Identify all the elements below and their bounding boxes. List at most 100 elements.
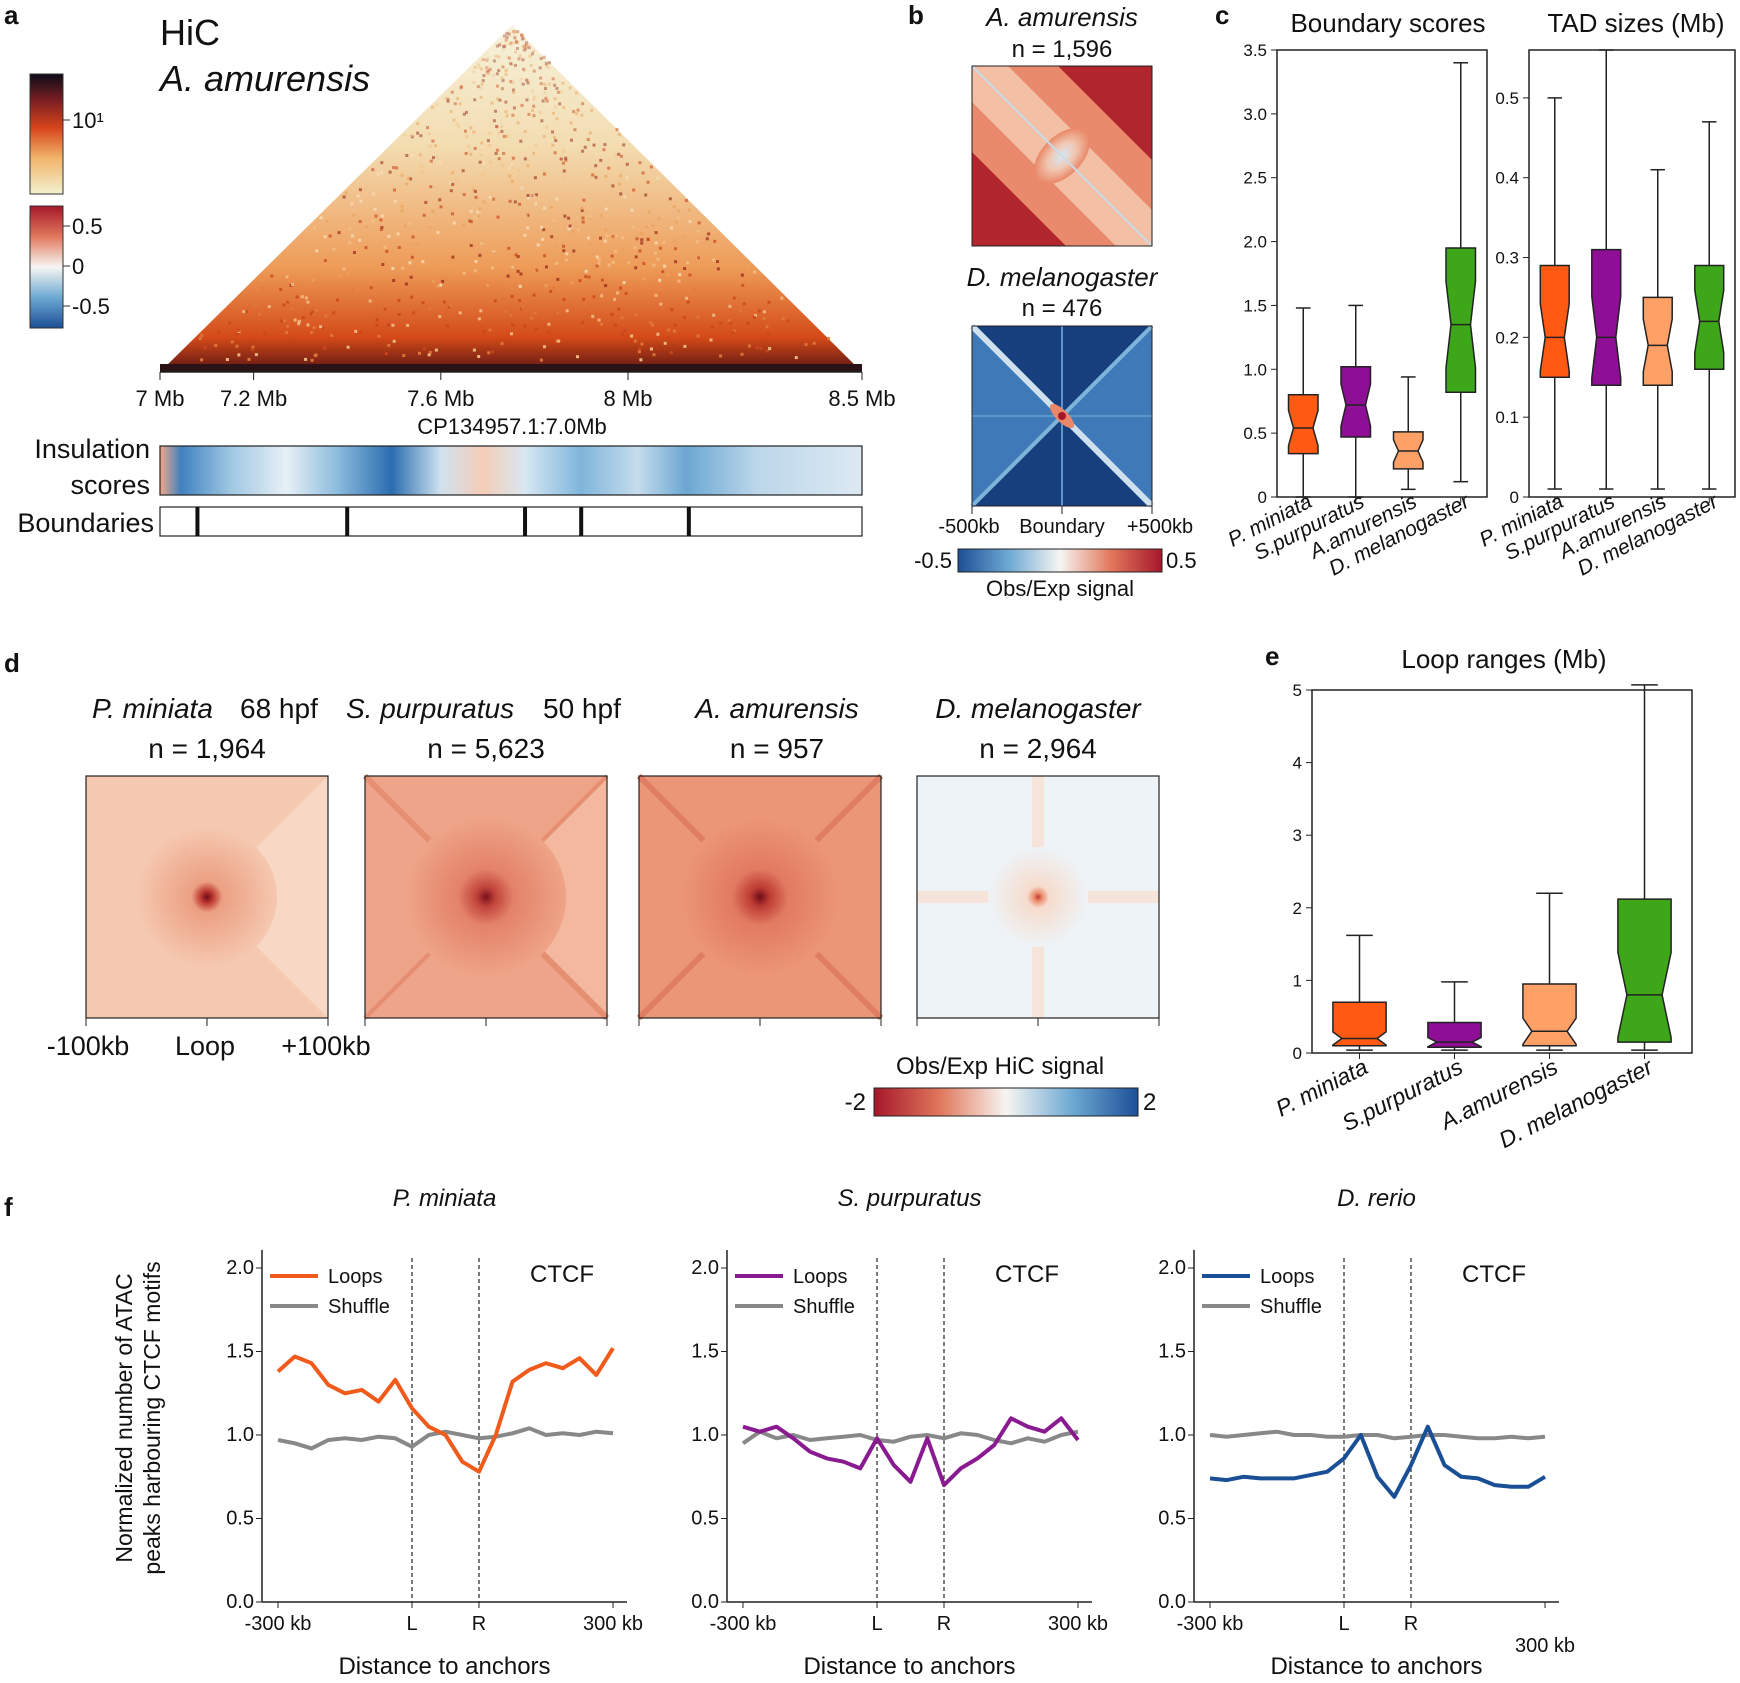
hic-contact-speckle	[621, 236, 625, 240]
hic-contact-speckle	[523, 233, 527, 237]
hic-contact-speckle	[527, 112, 531, 116]
hic-contact-speckle	[434, 144, 437, 148]
hic-contact-speckle	[576, 228, 580, 232]
hic-contact-speckle	[286, 300, 290, 304]
hic-contact-speckle	[488, 195, 492, 199]
hic-contact-speckle	[556, 277, 560, 281]
x-tick-label: -300 kb	[245, 1613, 312, 1635]
hic-contact-speckle	[752, 315, 756, 319]
hic-contact-speckle	[546, 173, 550, 177]
hic-contact-speckle	[526, 164, 530, 168]
hic-contact-triangle	[160, 25, 862, 372]
hic-contact-speckle	[539, 111, 543, 115]
legend-label-shuffle: Shuffle	[793, 1296, 855, 1318]
hic-contact-speckle	[511, 253, 515, 257]
hic-contact-speckle	[595, 255, 599, 259]
hic-contact-speckle	[495, 84, 499, 88]
hic-contact-speckle	[359, 331, 362, 335]
hic-contact-speckle	[674, 260, 678, 264]
hic-contact-speckle	[418, 153, 422, 157]
hic-contact-speckle	[479, 309, 483, 313]
hic-contact-speckle	[642, 277, 646, 281]
hic-contact-speckle	[502, 47, 506, 51]
y-tick-label: 0.0	[226, 1591, 254, 1613]
d-xlabel-left: -100kb	[47, 1031, 130, 1061]
hic-contact-speckle	[401, 266, 405, 270]
x-tick-label: L	[1338, 1613, 1349, 1635]
hic-contact-speckle	[539, 57, 543, 60]
hic-contact-speckle	[353, 251, 356, 254]
hic-contact-speckle	[747, 344, 751, 348]
hic-contact-speckle	[738, 309, 742, 313]
hic-contact-speckle	[675, 220, 678, 224]
hic-contact-speckle	[590, 242, 594, 245]
hic-contact-speckle	[508, 42, 512, 46]
hic-contact-speckle	[571, 230, 575, 234]
hic-contact-speckle	[409, 243, 412, 247]
hic-contact-speckle	[597, 258, 601, 262]
hic-contact-speckle	[559, 157, 563, 161]
hic-contact-speckle	[589, 114, 593, 118]
hic-contact-speckle	[581, 102, 585, 106]
hic-contact-speckle	[540, 225, 544, 229]
b-colorbar-label: Obs/Exp signal	[986, 576, 1134, 601]
hic-contact-speckle	[200, 358, 204, 362]
hic-contact-speckle	[781, 317, 785, 320]
hic-contact-speckle	[290, 307, 294, 311]
hic-contact-speckle	[546, 138, 550, 142]
hic-contact-speckle	[478, 207, 482, 211]
hic-contact-speckle	[633, 245, 637, 249]
hic-contact-speckle	[416, 122, 420, 126]
hic-contact-speckle	[518, 284, 522, 288]
hic-contact-speckle	[580, 113, 584, 117]
y-tick-label: 2.5	[1243, 169, 1267, 188]
hic-contact-speckle	[550, 235, 554, 239]
hic-contact-speckle	[386, 323, 390, 327]
hic-contact-speckle	[492, 181, 496, 184]
hic-contact-speckle	[526, 213, 530, 217]
hic-contact-speckle	[555, 117, 559, 121]
hic-contact-speckle	[351, 183, 355, 187]
b-colorbar-min: -0.5	[914, 548, 952, 573]
hic-contact-speckle	[358, 220, 362, 223]
hic-contact-speckle	[627, 261, 631, 265]
hic-contact-speckle	[388, 170, 392, 174]
hic-contact-speckle	[302, 316, 305, 319]
hic-contact-speckle	[532, 69, 536, 73]
d-heatmap-purpuratus	[362, 773, 610, 1021]
hic-contact-speckle	[279, 288, 283, 291]
hic-contact-speckle	[346, 272, 350, 276]
hic-contact-speckle	[380, 226, 384, 229]
hic-species: A. amurensis	[158, 58, 370, 99]
hic-contact-speckle	[417, 188, 421, 192]
hic-contact-speckle	[594, 175, 598, 179]
hic-contact-speckle	[659, 302, 663, 306]
hic-contact-speckle	[542, 134, 546, 138]
hic-contact-speckle	[597, 262, 601, 266]
hic-contact-speckle	[428, 132, 431, 135]
f-ylabel-1: Normalized number of ATAC	[111, 1273, 137, 1562]
hic-contact-speckle	[458, 102, 462, 106]
hic-contact-speckle	[315, 249, 319, 253]
hic-contact-speckle	[491, 73, 495, 77]
hic-contact-speckle	[535, 268, 538, 272]
hic-contact-speckle	[306, 300, 310, 304]
hic-contact-speckle	[502, 134, 506, 138]
hic-contact-speckle	[575, 112, 579, 116]
hic-contact-speckle	[521, 82, 525, 86]
hic-contact-speckle	[532, 95, 536, 99]
hic-contact-speckle	[512, 91, 516, 94]
hic-contact-speckle	[740, 273, 744, 277]
panel-a: HiC A. amurensis 10¹ 0.5 0 -0.5 7 Mb 7.2 …	[17, 12, 895, 538]
hic-contact-speckle	[685, 296, 688, 300]
hic-contact-speckle	[462, 112, 466, 116]
hic-contact-speckle	[410, 154, 414, 157]
hic-contact-speckle	[510, 163, 514, 166]
hic-contact-speckle	[553, 105, 557, 109]
hic-contact-speckle	[242, 310, 246, 314]
hic-contact-speckle	[478, 160, 482, 164]
hic-contact-speckle	[514, 253, 518, 257]
hic-contact-speckle	[688, 208, 692, 212]
hic-contact-speckle	[672, 238, 676, 242]
hic-contact-speckle	[523, 130, 527, 133]
